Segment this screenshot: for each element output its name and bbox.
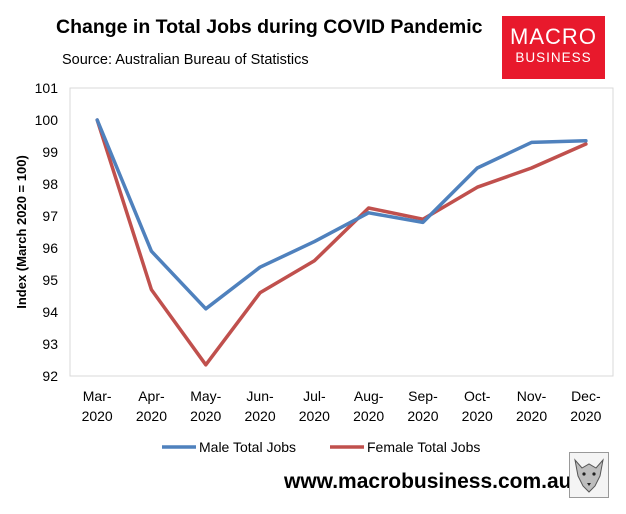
x-tick-label: Oct-2020: [462, 388, 493, 424]
legend: Male Total Jobs Female Total Jobs: [162, 439, 480, 455]
chart-title: Change in Total Jobs during COVID Pandem…: [56, 16, 483, 38]
logo-line-2: BUSINESS: [515, 50, 592, 65]
x-tick-label: Mar-2020: [82, 388, 113, 424]
y-axis-ticks: 92 93 94 95 96 97 98 99 100 101: [35, 80, 59, 384]
x-tick-label: Sep-2020: [407, 388, 438, 424]
y-tick-label: 92: [42, 368, 58, 384]
x-tick-label: May-2020: [190, 388, 221, 424]
logo-line-1: MACRO: [510, 24, 597, 49]
x-axis-ticks: Mar-2020 Apr-2020 May-2020 Jun-2020 Jul-2020…: [82, 388, 602, 424]
x-tick-label: Apr-2020: [136, 388, 167, 424]
y-tick-label: 99: [42, 144, 58, 160]
x-tick-label: Aug-2020: [353, 388, 384, 424]
y-tick-label: 101: [35, 80, 59, 96]
y-tick-label: 96: [42, 240, 58, 256]
x-tick-label: Jul-2020: [299, 388, 330, 424]
x-tick-label: Dec-2020: [570, 388, 601, 424]
y-tick-label: 98: [42, 176, 58, 192]
y-tick-label: 95: [42, 272, 58, 288]
series-line-male-total-jobs: [95, 118, 588, 311]
y-tick-label: 93: [42, 336, 58, 352]
y-tick-label: 97: [42, 208, 58, 224]
x-tick-label: Jun-2020: [244, 388, 275, 424]
macrobusiness-logo[interactable]: MACRO BUSINESS: [502, 16, 605, 79]
y-tick-label: 100: [35, 112, 59, 128]
legend-label-male: Male Total Jobs: [199, 439, 296, 455]
x-tick-label: Nov-2020: [516, 388, 547, 424]
y-tick-label: 94: [42, 304, 58, 320]
y-axis-label: Index (March 2020 = 100): [14, 155, 29, 309]
website-url[interactable]: www.macrobusiness.com.au: [284, 470, 572, 493]
chart-subtitle: Source: Australian Bureau of Statistics: [62, 52, 309, 68]
legend-label-female: Female Total Jobs: [367, 439, 480, 455]
wolf-logo-icon: [569, 452, 609, 498]
series-line-female-total-jobs: [95, 118, 588, 367]
series-lines: [95, 118, 588, 367]
